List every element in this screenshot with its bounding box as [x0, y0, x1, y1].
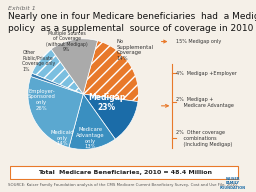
Text: KAISER
FAMILY
FOUNDATION: KAISER FAMILY FOUNDATION: [220, 177, 246, 190]
Text: Exhibit 1: Exhibit 1: [8, 6, 35, 11]
Text: Employer-
Sponsored
only
26%: Employer- Sponsored only 26%: [28, 89, 56, 111]
Text: 15% Medigap only: 15% Medigap only: [176, 39, 221, 44]
Wedge shape: [83, 41, 138, 102]
Wedge shape: [32, 49, 83, 94]
Text: Other
Public/Private
Coverage only
1%: Other Public/Private Coverage only 1%: [22, 50, 56, 72]
Text: Medicaid
only
14%: Medicaid only 14%: [51, 130, 74, 146]
Text: 4%  Medigap +Employer: 4% Medigap +Employer: [176, 71, 237, 76]
Text: 2%  Other coverage
     combinations
     (Including Medigap): 2% Other coverage combinations (Includin…: [176, 130, 232, 147]
Text: 2%  Medigap +
     Medicare Advantage: 2% Medigap + Medicare Advantage: [176, 97, 234, 108]
Text: Total  Medicare Beneficiaries, 2010 = 48.4 Million: Total Medicare Beneficiaries, 2010 = 48.…: [38, 170, 212, 175]
FancyBboxPatch shape: [10, 166, 238, 179]
Wedge shape: [83, 94, 138, 139]
Text: Medicare
Advantage
only
13%: Medicare Advantage only 13%: [76, 127, 104, 149]
Wedge shape: [69, 94, 115, 149]
Text: SOURCE: Kaiser Family Foundation analysis of the CMS Medicare Current Beneficiar: SOURCE: Kaiser Family Foundation analysi…: [8, 183, 238, 187]
Text: Nearly one in four Medicare beneficiaries  had  a Medigap
policy  as a supplemen: Nearly one in four Medicare beneficiarie…: [8, 12, 256, 33]
Text: Medigap
23%: Medigap 23%: [88, 93, 125, 112]
Text: No
Supplemental
Coverage
14%: No Supplemental Coverage 14%: [116, 39, 153, 61]
Wedge shape: [31, 73, 83, 94]
Text: Multiple Sources
of Coverage
(without Medigap)
9%: Multiple Sources of Coverage (without Me…: [46, 31, 88, 52]
Wedge shape: [28, 76, 83, 147]
Wedge shape: [51, 39, 98, 94]
